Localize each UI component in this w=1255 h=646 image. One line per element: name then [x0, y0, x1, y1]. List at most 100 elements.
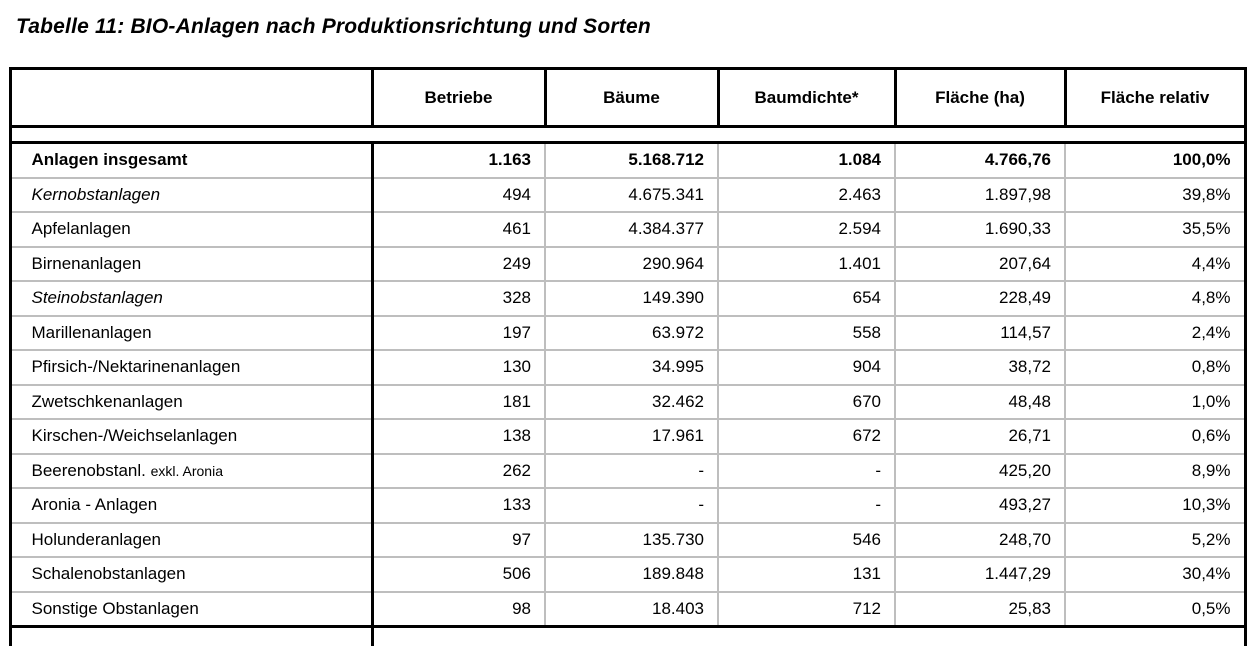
row-label: Anlagen insgesamt: [8, 141, 374, 179]
row-label: Apfelanlagen: [8, 211, 374, 248]
table-title: Tabelle 11: BIO-Anlagen nach Produktions…: [16, 15, 651, 38]
row-label: Pfirsich-/Nektarinenanlagen: [8, 349, 374, 386]
cell-baumdichte: 712: [717, 590, 896, 628]
table-row: Kirschen-/Weichselanlagen 138 17.961 672 26,…: [8, 418, 1247, 455]
cell-flaeche-relativ: 0,5%: [1064, 590, 1247, 628]
table-row: Zwetschkenanlagen 181 32.462 670 48,48 1,0%: [8, 383, 1247, 420]
cell-betriebe: 494: [371, 176, 546, 213]
row-label: Zwetschkenanlagen: [8, 383, 374, 420]
table-row: Aronia - Anlagen 133- -493,27 10,3%: [8, 487, 1247, 524]
row-label: Schalenobstanlagen: [8, 556, 374, 593]
cell-flaeche-ha: 248,70: [894, 521, 1066, 558]
cell-flaeche-ha: 1.447,29: [894, 556, 1066, 593]
cell-baumdichte: 1.401: [717, 245, 896, 282]
cell-baeume: 18.403: [544, 590, 719, 628]
cell-flaeche-relativ: 4,4%: [1064, 245, 1247, 282]
header-spacer-cell: [8, 125, 1247, 144]
cell-flaeche-relativ: 35,5%: [1064, 211, 1247, 248]
cell-baeume: 135.730: [544, 521, 719, 558]
cell-baeume: 189.848: [544, 556, 719, 593]
cell-flaeche-ha: 38,72: [894, 349, 1066, 386]
cell-betriebe: 249: [371, 245, 546, 282]
cell-flaeche-relativ: 1,0%: [1064, 383, 1247, 420]
header-row: Betriebe Bäume Baumdichte* Fläche (ha) F…: [8, 67, 1247, 128]
cell-baumdichte: 558: [717, 314, 896, 351]
cell-baumdichte: 2.594: [717, 211, 896, 248]
cell-flaeche-ha: 26,71: [894, 418, 1066, 455]
column-header-flaeche-relativ: Fläche relativ: [1063, 67, 1247, 128]
column-header-empty: [8, 67, 374, 128]
cell-baumdichte: 546: [717, 521, 896, 558]
cell-flaeche-ha: 114,57: [894, 314, 1066, 351]
cell-baumdichte: 672: [717, 418, 896, 455]
column-header-baumdichte: Baumdichte*: [716, 67, 897, 128]
cell-baeume: 63.972: [544, 314, 719, 351]
cell-flaeche-ha: 1.690,33: [894, 211, 1066, 248]
table-row: Sonstige Obstanlagen 98 18.403 712 25,83 0,5%: [8, 590, 1247, 628]
row-label-main: Beerenobstanl.: [31, 460, 146, 480]
row-label: Kernobstanlagen: [8, 176, 374, 213]
table-row: Anlagen insgesamt 1.163 5.168.712 1.084 4.76…: [8, 141, 1247, 179]
header-spacer-row: [8, 125, 1247, 144]
cell-baumdichte: 131: [717, 556, 896, 593]
cell-baumdichte: -: [717, 452, 896, 489]
cell-flaeche-ha: 493,27: [894, 487, 1066, 524]
cell-baeume: 4.675.341: [544, 176, 719, 213]
cell-baeume: 4.384.377: [544, 211, 719, 248]
table-row: Birnenanlagen 249 290.964 1.401 207,64 4,4%: [8, 245, 1247, 282]
table-continuation: [8, 625, 1247, 646]
column-header-betriebe: Betriebe: [370, 67, 547, 128]
cell-flaeche-ha: 25,83: [894, 590, 1066, 628]
table-row: Kernobstanlagen 494 4.675.341 2.463 1.897,98…: [8, 176, 1247, 213]
continuation-values-cell: [372, 625, 1247, 646]
cell-betriebe: 262: [371, 452, 546, 489]
cell-betriebe: 133: [371, 487, 546, 524]
row-label: Aronia - Anlagen: [8, 487, 374, 524]
cell-betriebe: 506: [371, 556, 546, 593]
table-row: Apfelanlagen 461 4.384.377 2.594 1.690,33 35,…: [8, 211, 1247, 248]
continuation-label-cell: [8, 625, 374, 646]
cell-flaeche-relativ: 0,8%: [1064, 349, 1247, 386]
cell-flaeche-ha: 425,20: [894, 452, 1066, 489]
cell-baumdichte: 654: [717, 280, 896, 317]
table-row: Marillenanlagen 197 63.972 558 114,57 2,4%: [8, 314, 1247, 351]
row-label: Marillenanlagen: [8, 314, 374, 351]
table-row: Pfirsich-/Nektarinenanlagen 130 34.995 904 3…: [8, 349, 1247, 386]
row-label: Holunderanlagen: [8, 521, 374, 558]
cell-flaeche-relativ: 8,9%: [1064, 452, 1247, 489]
cell-baumdichte: -: [717, 487, 896, 524]
table-row: Steinobstanlagen 328 149.390 654 228,49 4,8%: [8, 280, 1247, 317]
cell-baeume: 34.995: [544, 349, 719, 386]
cell-flaeche-relativ: 2,4%: [1064, 314, 1247, 351]
cell-baumdichte: 1.084: [717, 141, 896, 179]
row-label: Beerenobstanl. exkl. Aronia: [8, 452, 374, 489]
cell-flaeche-relativ: 0,6%: [1064, 418, 1247, 455]
cell-betriebe: 97: [371, 521, 546, 558]
cell-baumdichte: 904: [717, 349, 896, 386]
cell-baumdichte: 670: [717, 383, 896, 420]
table-row: Beerenobstanl. exkl. Aronia 262- -425,20 8,…: [8, 452, 1247, 489]
cell-baeume: -: [544, 452, 719, 489]
cell-baeume: 149.390: [544, 280, 719, 317]
cell-baeume: 32.462: [544, 383, 719, 420]
table-body: Anlagen insgesamt 1.163 5.168.712 1.084 4.76…: [8, 141, 1247, 628]
table-header: Betriebe Bäume Baumdichte* Fläche (ha) F…: [8, 67, 1247, 144]
cell-baeume: 5.168.712: [544, 141, 719, 179]
row-label: Birnenanlagen: [8, 245, 374, 282]
cell-baeume: -: [544, 487, 719, 524]
cell-baumdichte: 2.463: [717, 176, 896, 213]
cell-flaeche-relativ: 4,8%: [1064, 280, 1247, 317]
column-header-baeume: Bäume: [543, 67, 720, 128]
cell-baeume: 290.964: [544, 245, 719, 282]
cell-flaeche-ha: 1.897,98: [894, 176, 1066, 213]
cell-flaeche-ha: 228,49: [894, 280, 1066, 317]
column-header-flaeche-ha: Fläche (ha): [893, 67, 1067, 128]
cell-flaeche-ha: 4.766,76: [894, 141, 1066, 179]
cell-baeume: 17.961: [544, 418, 719, 455]
cell-betriebe: 98: [371, 590, 546, 628]
row-label: Steinobstanlagen: [8, 280, 374, 317]
cell-betriebe: 1.163: [371, 141, 546, 179]
cell-flaeche-relativ: 39,8%: [1064, 176, 1247, 213]
continuation-row: [8, 625, 1247, 646]
